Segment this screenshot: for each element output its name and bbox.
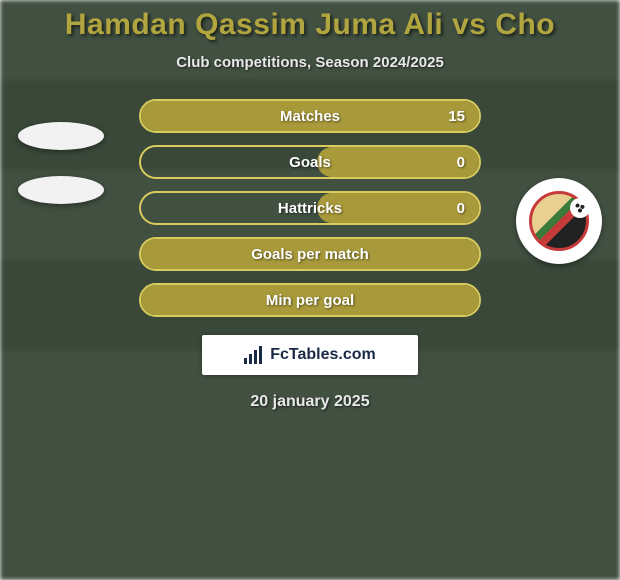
placeholder-ellipse [18,176,104,204]
stat-label: Hattricks [278,200,342,217]
club-crest-icon [529,191,589,251]
date-label: 20 january 2025 [0,393,620,411]
page-title: Hamdan Qassim Juma Ali vs Cho [0,8,620,42]
chart-icon [244,346,266,364]
brand-badge[interactable]: FcTables.com [202,335,418,375]
stat-row-hattricks: Hattricks 0 [139,191,481,225]
stat-right-value: 15 [448,108,465,125]
stat-label: Matches [280,108,340,125]
stat-label: Min per goal [266,292,354,309]
player-left-avatar [18,122,104,208]
brand-text: FcTables.com [270,346,376,364]
stat-fill [317,147,479,177]
club-logo [516,178,602,264]
stat-right-value: 0 [457,154,465,171]
stat-label: Goals [289,154,331,171]
stat-row-goals-per-match: Goals per match [139,237,481,271]
stat-row-goals: Goals 0 [139,145,481,179]
stat-row-min-per-goal: Min per goal [139,283,481,317]
stat-right-value: 0 [457,200,465,217]
football-icon [570,198,590,218]
stat-row-matches: Matches 15 [139,99,481,133]
subtitle: Club competitions, Season 2024/2025 [0,54,620,71]
stat-label: Goals per match [251,246,369,263]
placeholder-ellipse [18,122,104,150]
player-right-avatar [516,178,602,264]
